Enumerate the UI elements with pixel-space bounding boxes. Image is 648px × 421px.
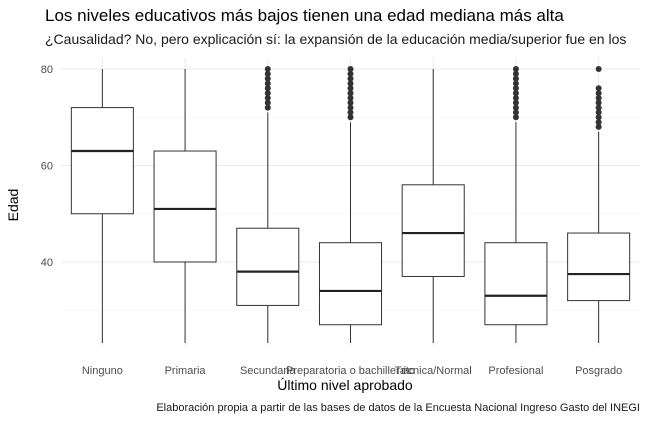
x-tick-label: Técnica/Normal (395, 365, 472, 377)
x-tick-label: Primaria (165, 365, 207, 377)
x-tick-label: Posgrado (575, 365, 622, 377)
outlier-point (348, 66, 354, 72)
outlier-point (596, 85, 602, 91)
y-tick-label: 80 (41, 64, 53, 76)
box-body (71, 108, 133, 214)
box-4 (402, 69, 464, 343)
x-tick-label: Profesional (488, 365, 543, 377)
box-body (154, 151, 216, 262)
box-body (485, 243, 547, 325)
box-3 (319, 66, 381, 343)
outlier-point (596, 66, 602, 72)
x-axis-label: Último nivel aprobado (277, 377, 413, 393)
box-1 (154, 69, 216, 343)
y-tick-labels: 40 60 80 (41, 64, 53, 269)
box-5 (485, 66, 547, 343)
y-axis-label: Edad (5, 189, 21, 222)
y-tick-label: 60 (41, 161, 53, 173)
box-2 (237, 66, 299, 343)
box-0 (71, 69, 133, 343)
box-body (402, 185, 464, 277)
box-body (319, 243, 381, 325)
box-body (568, 233, 630, 301)
chart-caption: Elaboración propia a partir de las bases… (156, 402, 640, 414)
box-6 (568, 66, 630, 343)
outlier-point (265, 66, 271, 72)
boxes (71, 66, 629, 343)
y-tick-label: 40 (41, 257, 53, 269)
box-body (237, 228, 299, 305)
outlier-point (513, 66, 519, 72)
x-tick-label: Ninguno (82, 365, 123, 377)
